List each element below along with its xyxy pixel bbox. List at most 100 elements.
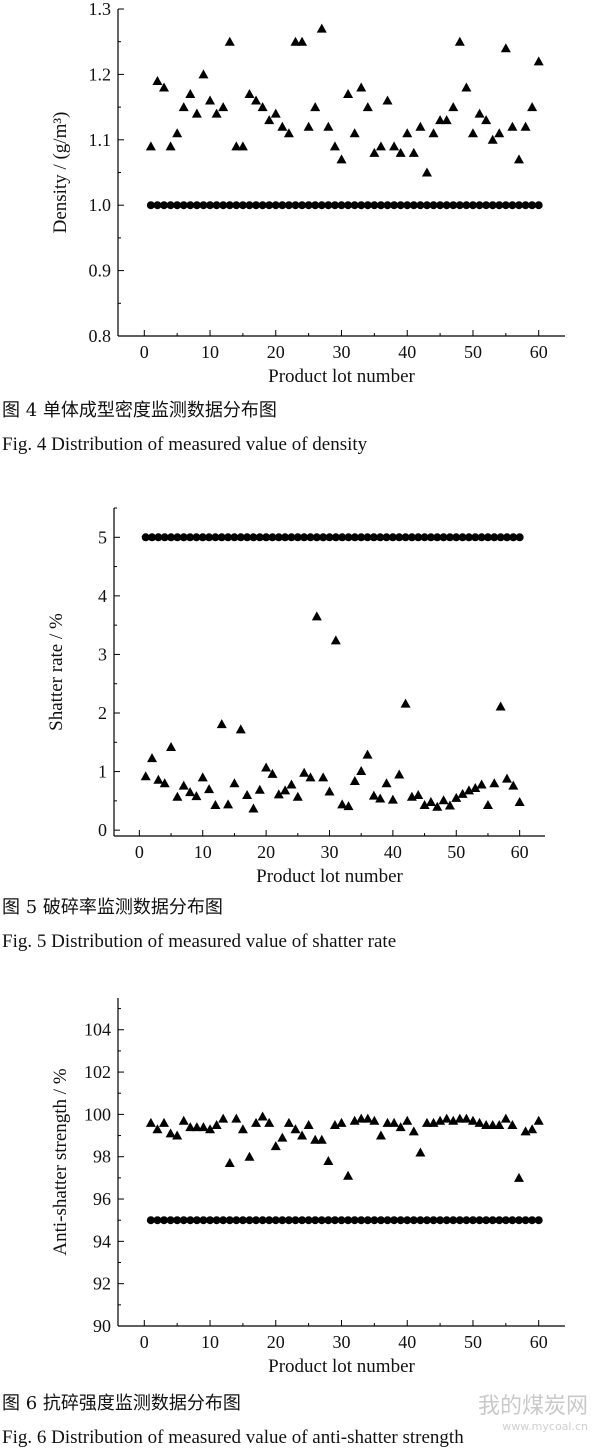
x-tick-label: 30 <box>321 842 339 862</box>
data-point-circle <box>271 201 280 210</box>
y-tick-label: 4 <box>98 586 107 606</box>
y-tick-label: 5 <box>98 527 107 547</box>
data-point-circle <box>442 1216 451 1225</box>
data-point-circle <box>205 533 214 542</box>
data-point-triangle <box>210 799 221 809</box>
data-point-circle <box>468 201 477 210</box>
data-point-circle <box>521 1216 530 1225</box>
data-point-triangle <box>438 795 449 805</box>
data-point-circle <box>344 1216 353 1225</box>
data-point-triangle <box>191 791 202 801</box>
data-point-circle <box>528 201 537 210</box>
data-point-triangle <box>389 1117 400 1127</box>
data-point-triangle <box>527 102 538 112</box>
data-point-triangle <box>513 154 524 164</box>
data-point-circle <box>514 1216 523 1225</box>
data-point-circle <box>324 1216 333 1225</box>
y-tick-label: 1.0 <box>89 195 112 215</box>
data-point-circle <box>376 533 385 542</box>
x-tick-label: 0 <box>135 842 144 862</box>
data-point-triangle <box>145 1117 156 1127</box>
data-point-circle <box>324 201 333 210</box>
y-tick-label: 100 <box>84 1104 111 1124</box>
data-point-circle <box>357 533 366 542</box>
x-tick-label: 20 <box>257 842 275 862</box>
data-point-circle <box>148 533 157 542</box>
data-point-circle <box>429 201 438 210</box>
fig6-caption-zh: 图 6 抗碎强度监测数据分布图 <box>2 1393 241 1414</box>
data-point-circle <box>225 201 234 210</box>
data-point-triangle <box>425 797 436 807</box>
data-point-circle <box>363 201 372 210</box>
data-point-circle <box>278 1216 287 1225</box>
data-point-triangle <box>216 719 227 729</box>
data-point-circle <box>278 201 287 210</box>
data-point-circle <box>436 1216 445 1225</box>
data-point-triangle <box>501 773 512 783</box>
x-tick-label: 60 <box>511 842 529 862</box>
data-point-triangle <box>261 762 272 772</box>
data-point-circle <box>401 533 410 542</box>
data-point-triangle <box>257 102 268 112</box>
y-tick-label: 90 <box>93 1316 111 1336</box>
data-point-circle <box>495 201 504 210</box>
y-axis-label: Shatter rate / % <box>46 613 67 731</box>
data-point-circle <box>249 533 258 542</box>
data-point-triangle <box>349 775 360 785</box>
data-point-circle <box>376 1216 385 1225</box>
y-tick-label: 92 <box>93 1274 111 1294</box>
data-point-triangle <box>467 128 478 138</box>
data-point-triangle <box>159 778 170 788</box>
data-point-triangle <box>237 141 248 151</box>
data-point-triangle <box>237 1124 248 1134</box>
data-point-triangle <box>356 82 367 92</box>
data-point-triangle <box>277 121 288 131</box>
data-point-circle <box>344 201 353 210</box>
data-point-circle <box>471 533 480 542</box>
data-point-circle <box>238 1216 247 1225</box>
data-point-circle <box>350 533 359 542</box>
data-point-circle <box>160 1216 169 1225</box>
data-point-triangle <box>205 1124 216 1134</box>
data-point-triangle <box>362 749 373 759</box>
data-point-triangle <box>299 767 310 777</box>
data-point-triangle <box>159 1117 170 1127</box>
data-point-triangle <box>316 1134 327 1144</box>
data-point-triangle <box>303 121 314 131</box>
data-point-circle <box>298 1216 307 1225</box>
data-point-circle <box>232 201 241 210</box>
data-point-triangle <box>224 1158 235 1168</box>
data-point-circle <box>534 201 543 210</box>
data-point-triangle <box>470 782 481 792</box>
data-point-triangle <box>264 1117 275 1127</box>
x-tick-label: 30 <box>333 342 351 362</box>
y-tick-label: 3 <box>98 644 107 664</box>
data-point-triangle <box>329 141 340 151</box>
data-point-circle <box>179 201 188 210</box>
data-point-triangle <box>218 102 229 112</box>
data-point-triangle <box>467 1115 478 1125</box>
data-point-triangle <box>402 1115 413 1125</box>
data-point-circle <box>166 201 175 210</box>
data-point-circle <box>337 201 346 210</box>
data-point-circle <box>311 1216 320 1225</box>
data-point-circle <box>211 533 220 542</box>
data-point-triangle <box>387 794 398 804</box>
data-point-triangle <box>198 1122 209 1132</box>
data-point-circle <box>455 1216 464 1225</box>
data-point-triangle <box>336 154 347 164</box>
data-point-triangle <box>280 785 291 795</box>
data-point-triangle <box>495 701 506 711</box>
data-point-triangle <box>235 724 246 734</box>
data-point-circle <box>337 1216 346 1225</box>
shatter-rate-chart: 0 10 20 30 40 50 60 0 1 2 3 4 5 Product lot number Sha… <box>46 507 545 887</box>
data-point-triangle <box>419 799 430 809</box>
data-point-triangle <box>500 43 511 53</box>
data-point-circle <box>508 1216 517 1225</box>
x-tick-label: 50 <box>464 342 482 362</box>
data-point-circle <box>414 533 423 542</box>
data-point-circle <box>482 1216 491 1225</box>
data-point-triangle <box>441 1113 452 1123</box>
data-point-circle <box>369 533 378 542</box>
data-point-triangle <box>191 1122 202 1132</box>
